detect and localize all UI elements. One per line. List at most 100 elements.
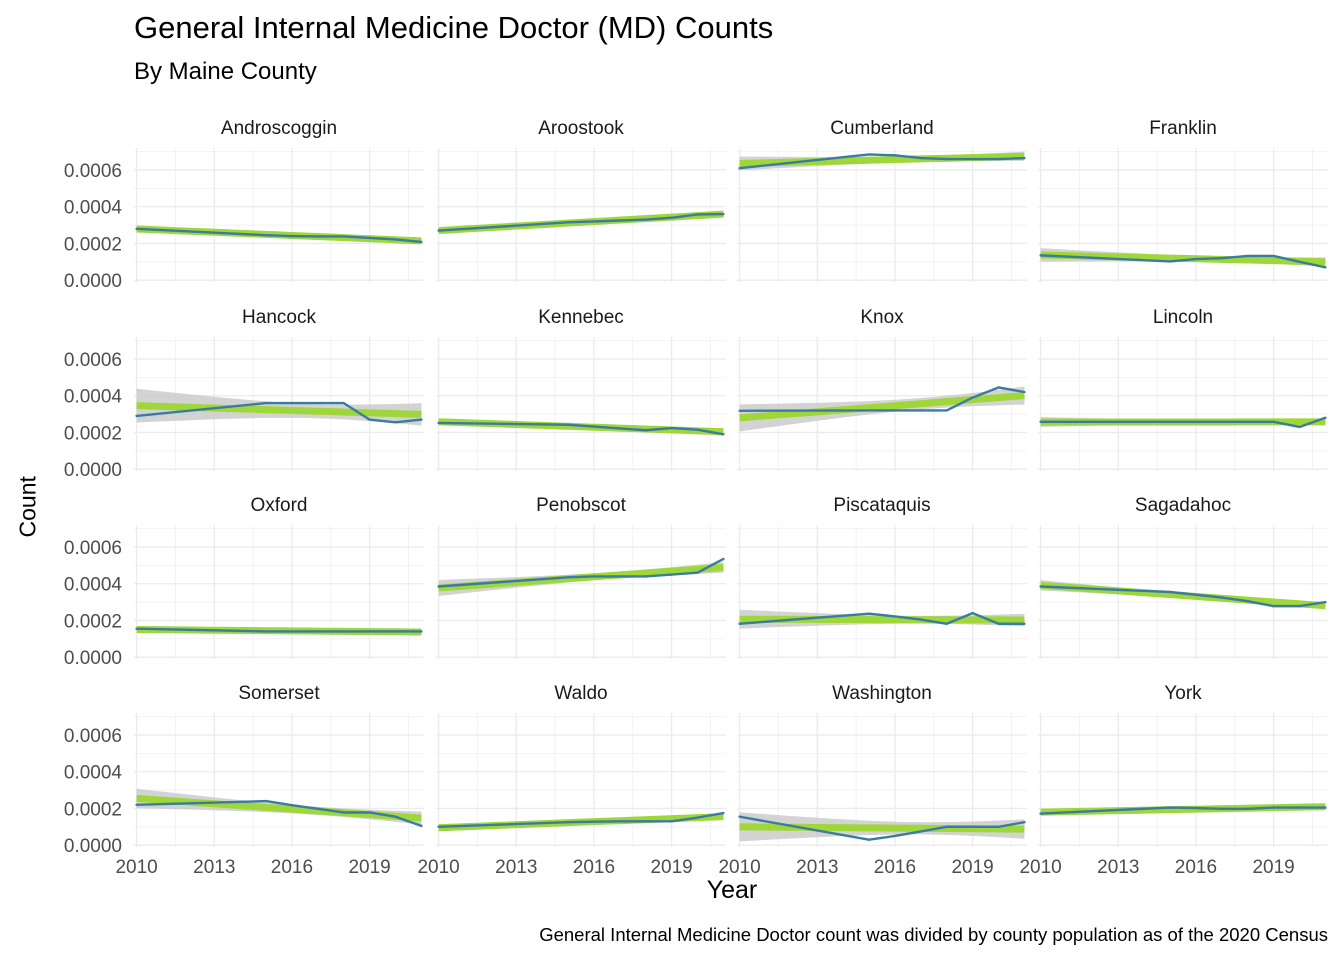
data-point [1272, 604, 1275, 608]
data-point [696, 213, 699, 216]
y-tick-label: 0.0004 [64, 763, 123, 784]
data-point [867, 612, 871, 615]
data-point [1246, 807, 1249, 811]
data-point [1324, 600, 1327, 604]
data-point [1298, 260, 1301, 264]
panel-label: Kennebec [538, 307, 624, 328]
data-point [1039, 585, 1042, 588]
data-point [722, 212, 725, 216]
data-point [893, 154, 897, 157]
data-point [696, 816, 699, 819]
series-line [438, 421, 724, 436]
data-point [1168, 260, 1172, 263]
data-point [893, 409, 897, 412]
data-point [618, 820, 622, 823]
data-point [997, 386, 1000, 389]
data-point [945, 622, 948, 625]
data-point [1220, 807, 1224, 811]
data-point [1168, 806, 1172, 809]
data-point [420, 240, 423, 244]
data-point [437, 825, 440, 829]
data-point [135, 227, 138, 230]
data-point [738, 166, 741, 170]
data-point [135, 414, 138, 418]
panel-label: Waldo [554, 683, 607, 704]
data-point [945, 825, 948, 829]
x-axis-label: Year [706, 876, 758, 904]
data-point [342, 235, 345, 238]
series-line [1040, 254, 1326, 269]
trend-line [1040, 251, 1326, 266]
data-point [893, 834, 897, 838]
data-point [592, 820, 596, 823]
data-point [368, 630, 371, 633]
data-point [1023, 390, 1026, 394]
data-point [437, 585, 440, 588]
x-tick-label: 2016 [271, 857, 313, 878]
data-point [644, 218, 647, 221]
x-tick-label: 2013 [1097, 857, 1139, 878]
data-point [1194, 806, 1198, 810]
panel-label: Cumberland [830, 118, 934, 139]
panel-label: Knox [860, 307, 904, 328]
series-line [438, 557, 724, 588]
y-tick-label: 0.0002 [64, 799, 122, 820]
data-point [290, 401, 294, 405]
trend-line [739, 392, 1025, 422]
data-point [644, 575, 647, 578]
data-point [342, 811, 345, 814]
data-point [1246, 420, 1249, 424]
data-point [1194, 257, 1198, 261]
data-point [135, 803, 138, 806]
data-point [618, 219, 622, 222]
data-point [1272, 254, 1275, 258]
data-point [1246, 599, 1249, 603]
data-point [696, 428, 699, 431]
trend-line [739, 823, 1025, 833]
x-tick-label: 2013 [495, 857, 537, 878]
series-line [739, 153, 1025, 170]
data-point [264, 401, 268, 405]
data-point [394, 630, 397, 633]
panel-label: Oxford [250, 495, 307, 516]
data-point [420, 630, 423, 633]
data-point [670, 216, 673, 219]
data-point [1194, 593, 1198, 596]
data-point [1272, 806, 1275, 809]
data-point [997, 622, 1000, 625]
x-tick-label: 2010 [1019, 857, 1061, 878]
data-point [644, 429, 647, 432]
data-point [670, 426, 673, 430]
data-point [867, 153, 871, 156]
y-tick-label: 0.0006 [64, 726, 122, 747]
panel-label: Hancock [242, 307, 316, 328]
x-tick-label: 2013 [193, 857, 235, 878]
data-point [566, 221, 570, 224]
data-point [1168, 420, 1172, 424]
data-point [566, 821, 570, 824]
data-point [722, 811, 725, 815]
data-point [1039, 254, 1042, 257]
trend-line [136, 794, 422, 822]
data-point [592, 575, 596, 578]
y-tick-label: 0.0004 [64, 387, 123, 408]
data-point [1324, 806, 1327, 809]
data-point [290, 803, 294, 807]
data-point [644, 820, 647, 823]
data-point [722, 433, 725, 436]
data-point [316, 807, 320, 811]
data-point [1039, 812, 1042, 815]
series-line [136, 799, 422, 828]
data-point [919, 830, 923, 833]
data-point [1220, 420, 1224, 424]
series-line [1040, 585, 1326, 608]
panel-label: York [1164, 683, 1202, 704]
data-point [394, 238, 397, 241]
data-point [1272, 420, 1275, 424]
data-point [592, 220, 596, 223]
data-point [1298, 604, 1301, 608]
data-point [437, 421, 440, 425]
x-tick-label: 2019 [650, 857, 692, 878]
y-tick-label: 0.0002 [64, 611, 122, 632]
panel-label: Lincoln [1153, 307, 1213, 328]
